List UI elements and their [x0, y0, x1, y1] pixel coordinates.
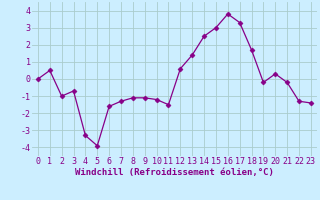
- X-axis label: Windchill (Refroidissement éolien,°C): Windchill (Refroidissement éolien,°C): [75, 168, 274, 177]
